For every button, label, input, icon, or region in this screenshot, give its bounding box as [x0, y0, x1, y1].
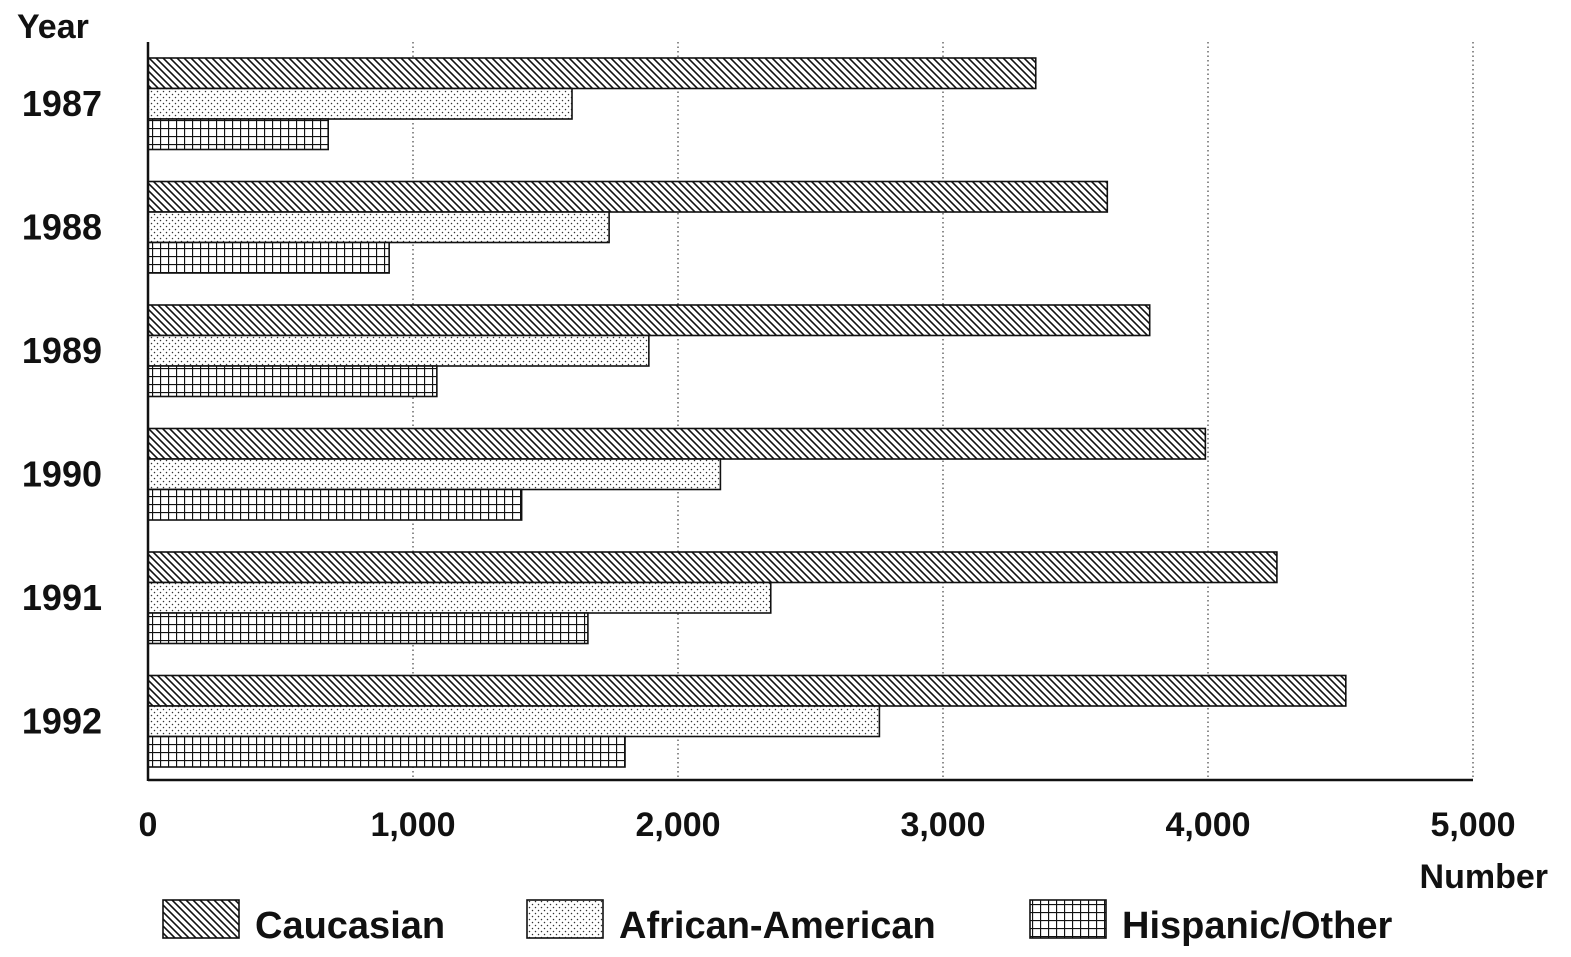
x-tick-label: 0: [139, 806, 158, 844]
bar-hispanic-other-1988: [147, 241, 390, 274]
legend-swatch-african-american: [526, 899, 604, 939]
gridlines: [412, 42, 1474, 780]
legend-label: Caucasian: [255, 905, 445, 947]
x-axis-title: Number: [1420, 858, 1548, 896]
bar-caucasian-1991: [147, 551, 1278, 584]
x-tick-label: 4,000: [1165, 806, 1250, 844]
y-tick-label: 1990: [22, 453, 102, 494]
bar-african-american-1990: [147, 458, 722, 491]
y-tick-label: 1988: [22, 206, 102, 247]
x-tick-label: 2,000: [635, 806, 720, 844]
bar-caucasian-1989: [147, 304, 1151, 337]
bar-hispanic-other-1991: [147, 612, 589, 645]
bar-african-american-1989: [147, 334, 650, 367]
x-tick-label: 1,000: [370, 806, 455, 844]
legend-swatch-caucasian: [162, 899, 240, 939]
legend: Caucasian African-American Hispanic/Other: [162, 899, 1392, 947]
bar-african-american-1991: [147, 581, 772, 614]
bar-caucasian-1987: [147, 57, 1037, 90]
bar-caucasian-1990: [147, 427, 1207, 460]
legend-label: Hispanic/Other: [1122, 905, 1392, 947]
bar-caucasian-1988: [147, 180, 1109, 213]
y-tick-label: 1992: [22, 700, 102, 741]
bars: [147, 57, 1347, 768]
bar-african-american-1987: [147, 87, 573, 120]
bar-african-american-1988: [147, 211, 610, 244]
x-tick-label: 3,000: [900, 806, 985, 844]
bar-african-american-1992: [147, 705, 881, 738]
bar-hispanic-other-1989: [147, 365, 438, 398]
bar-hispanic-other-1992: [147, 735, 626, 768]
y-tick-label: 1991: [22, 577, 102, 618]
axes: [146, 42, 1473, 782]
legend-swatch-hispanic-other: [1029, 899, 1107, 939]
bar-hispanic-other-1990: [147, 488, 523, 521]
x-tick-label: 5,000: [1430, 806, 1515, 844]
bar-caucasian-1992: [147, 674, 1347, 707]
y-tick-label: 1987: [22, 83, 102, 124]
bar-hispanic-other-1987: [147, 118, 329, 151]
y-tick-labels: 1987 1988 1989 1990 1991 1992: [22, 83, 102, 742]
legend-label: African-American: [619, 905, 936, 947]
x-tick-labels: 0 1,000 2,000 3,000 4,000 5,000: [139, 806, 1516, 844]
y-axis-title: Year: [17, 8, 89, 46]
y-tick-label: 1989: [22, 330, 102, 371]
